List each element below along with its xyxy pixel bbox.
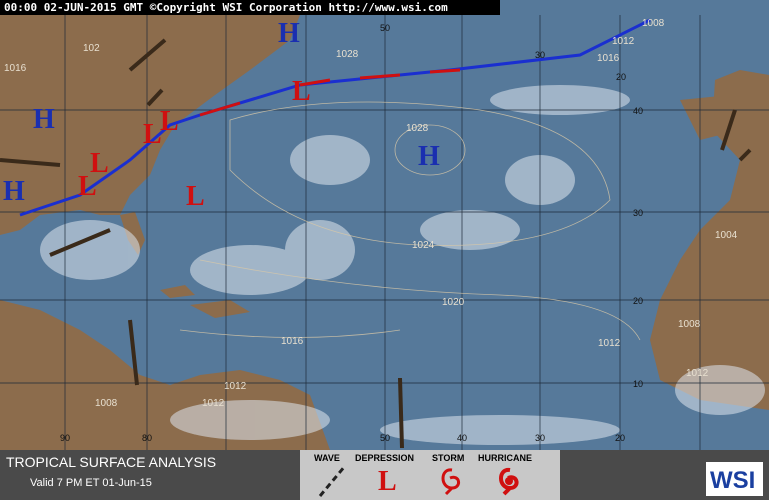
longitude-label: 90 bbox=[60, 433, 70, 443]
longitude-label: 40 bbox=[457, 433, 467, 443]
low-center: L bbox=[78, 171, 97, 202]
low-center: L bbox=[143, 119, 162, 150]
legend-label: HURRICANE bbox=[478, 453, 532, 463]
isobar-label: 1008 bbox=[95, 398, 118, 409]
hurricane-core bbox=[505, 477, 513, 485]
low-center: L bbox=[186, 181, 205, 212]
isobar-label: 1012 bbox=[612, 36, 635, 47]
longitude-label: 30 bbox=[535, 50, 545, 60]
longitude-label: 80 bbox=[142, 433, 152, 443]
logo: WSI bbox=[710, 467, 755, 494]
isobar-label: 1012 bbox=[686, 368, 709, 379]
logo-box bbox=[706, 462, 763, 496]
longitude-label: 30 bbox=[535, 433, 545, 443]
isobar-label: 1012 bbox=[202, 398, 225, 409]
isobar-label: 1024 bbox=[412, 240, 435, 251]
high-center: H bbox=[33, 104, 55, 135]
legend-label: WAVE bbox=[314, 453, 340, 463]
clouds bbox=[40, 85, 765, 445]
hurricane-symbol bbox=[499, 467, 519, 496]
storm-symbol bbox=[441, 468, 460, 496]
isobar-label: 1020 bbox=[442, 297, 465, 308]
wave-symbol bbox=[318, 465, 347, 497]
isobar-label: 1028 bbox=[336, 49, 359, 60]
isobar-label: 1004 bbox=[715, 230, 738, 241]
isobar-label: 1008 bbox=[642, 18, 665, 29]
isobar-label: 1012 bbox=[598, 338, 621, 349]
isobar-label: 102 bbox=[83, 43, 100, 54]
footer-title: TROPICAL SURFACE ANALYSIS bbox=[6, 454, 216, 470]
longitude-label: 20 bbox=[615, 433, 625, 443]
isobar-label: 1016 bbox=[597, 53, 620, 64]
low-center: L bbox=[90, 148, 109, 179]
legend-label: DEPRESSION bbox=[355, 453, 414, 463]
header-text: 00:00 02-JUN-2015 GMT ©Copyright WSI Cor… bbox=[4, 1, 448, 14]
latitude-label: 10 bbox=[633, 379, 643, 389]
isobar-label: 1008 bbox=[678, 319, 701, 330]
isobar-label: 1016 bbox=[4, 63, 27, 74]
high-center: H bbox=[3, 176, 25, 207]
high-center: H bbox=[278, 18, 300, 49]
footer-valid: Valid 7 PM ET 01-Jun-15 bbox=[30, 477, 152, 489]
isobar-label: 1016 bbox=[281, 336, 304, 347]
header-bar bbox=[0, 0, 500, 15]
legend-box bbox=[300, 450, 560, 500]
latitude-label: 30 bbox=[633, 208, 643, 218]
latitude-label: 40 bbox=[633, 106, 643, 116]
low-center: L bbox=[160, 106, 179, 137]
longitude-label: 50 bbox=[380, 433, 390, 443]
isobars bbox=[179, 101, 641, 341]
troughs bbox=[0, 38, 752, 449]
low-center: L bbox=[292, 76, 311, 107]
latitude-label: 20 bbox=[633, 296, 643, 306]
longitude-label: 20 bbox=[616, 72, 626, 82]
depression-symbol: L bbox=[378, 466, 397, 497]
isobar-label: 1028 bbox=[406, 123, 429, 134]
fronts bbox=[19, 18, 651, 217]
legend-label: STORM bbox=[432, 453, 464, 463]
high-center: H bbox=[418, 141, 440, 172]
isobar-label: 1012 bbox=[224, 381, 247, 392]
grid bbox=[0, 15, 769, 450]
longitude-label: 50 bbox=[380, 23, 390, 33]
